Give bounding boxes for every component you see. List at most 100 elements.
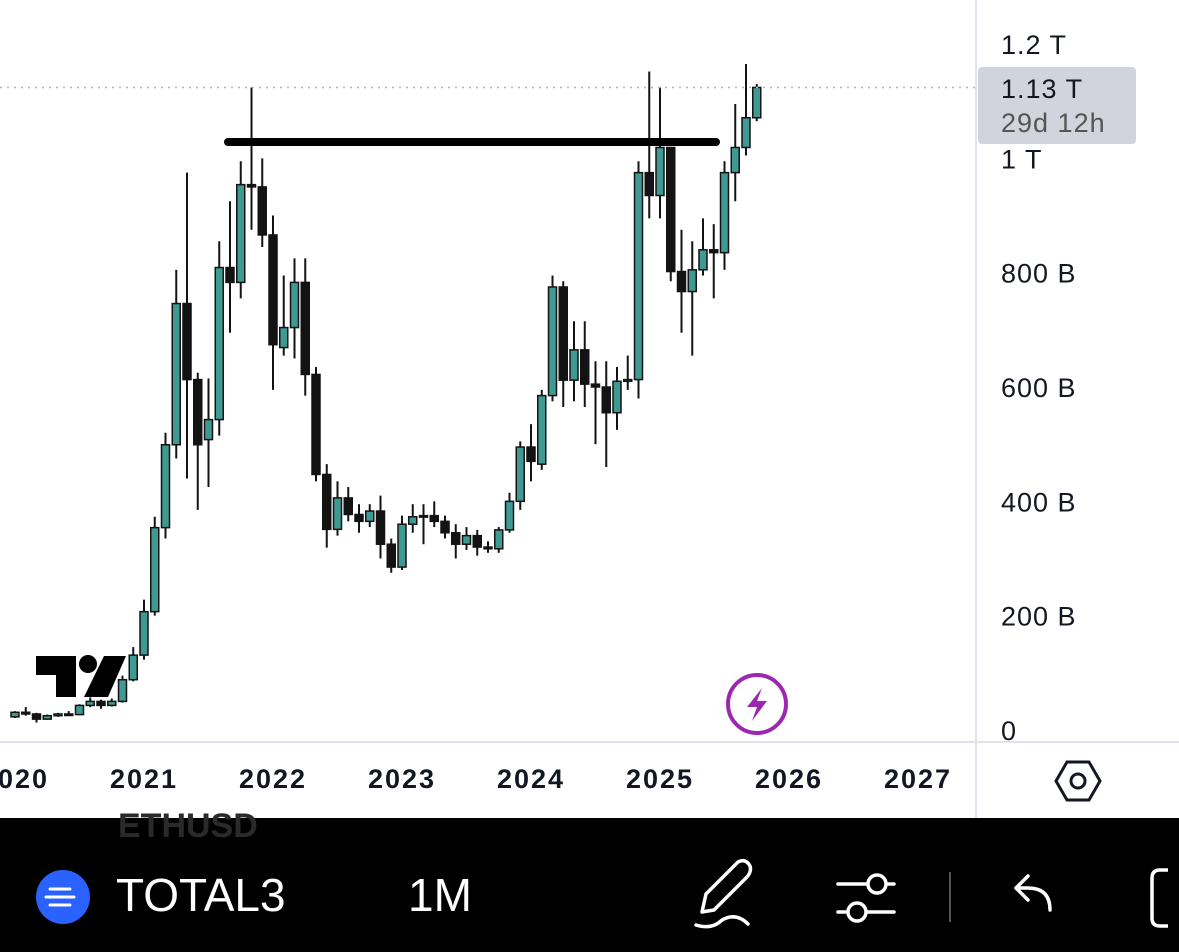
- candle-body: [633, 171, 644, 381]
- candle-body: [96, 700, 106, 707]
- y-tick-label: 200 B: [1001, 602, 1077, 632]
- x-tick-label: 2021: [110, 764, 178, 794]
- interval[interactable]: 1M: [408, 869, 472, 921]
- candle-body: [246, 183, 257, 188]
- y-tick-label: 600 B: [1001, 373, 1077, 403]
- candle-body: [21, 711, 31, 715]
- candle-body: [719, 171, 730, 254]
- candle-body: [569, 349, 579, 381]
- candle-body: [730, 146, 740, 174]
- candle-body: [214, 266, 224, 421]
- candle-body: [752, 86, 762, 119]
- candle-body: [429, 514, 439, 523]
- candle-body: [504, 500, 515, 531]
- x-tick-label: 2024: [497, 764, 565, 794]
- candle-body: [655, 146, 665, 197]
- candle-body: [687, 269, 697, 293]
- candle-body: [408, 516, 418, 525]
- candle-body: [85, 700, 95, 707]
- candle-body: [418, 514, 429, 518]
- y-tick-label: 0: [1001, 716, 1017, 746]
- candle-body: [494, 529, 504, 550]
- y-tick-label: 400 B: [1001, 487, 1077, 517]
- candle-body: [203, 418, 214, 441]
- candle-body: [698, 249, 708, 271]
- candle-body: [343, 497, 353, 516]
- candle-body: [386, 543, 396, 568]
- candle-body: [375, 510, 386, 545]
- candle-body: [483, 546, 493, 550]
- candle-body: [397, 523, 407, 568]
- tradingview-logo[interactable]: [36, 655, 126, 697]
- candle-body: [279, 326, 289, 349]
- candle-body: [741, 117, 751, 149]
- candle-body: [53, 713, 63, 717]
- fullscreen-icon[interactable]: [1150, 868, 1168, 928]
- candle-body: [171, 302, 181, 446]
- candle-body: [515, 446, 525, 503]
- candle-body: [311, 373, 321, 476]
- candle-body: [558, 286, 568, 381]
- indicators-icon[interactable]: [836, 873, 896, 923]
- candle-body: [117, 678, 128, 703]
- candle-body: [709, 249, 719, 254]
- candle-body: [322, 473, 332, 531]
- candle-body: [236, 183, 246, 284]
- candle-body: [590, 383, 601, 388]
- candle-body: [601, 386, 611, 414]
- y-tick-label: 1.2 T: [1001, 30, 1067, 60]
- candle-body: [537, 394, 547, 465]
- candle-body: [547, 286, 558, 397]
- undo-icon[interactable]: [1014, 874, 1052, 912]
- candle-body: [107, 700, 117, 707]
- candle-body: [31, 713, 42, 720]
- candle-body: [472, 534, 482, 548]
- symbol-icon[interactable]: [36, 870, 90, 924]
- candle-body: [623, 378, 633, 383]
- candle-body: [676, 270, 687, 293]
- draw-icon[interactable]: [694, 858, 753, 929]
- lightning-icon[interactable]: [726, 673, 788, 735]
- candle-body: [139, 610, 149, 656]
- x-tick-label: 2022: [239, 764, 307, 794]
- candle-body: [451, 532, 461, 545]
- candle-body: [128, 654, 138, 681]
- candle-body: [182, 302, 192, 381]
- candle-body: [64, 713, 74, 717]
- price-label: 1.13 T: [1001, 74, 1083, 104]
- candle-body: [300, 281, 310, 376]
- candle-body: [268, 234, 278, 346]
- settings-icon[interactable]: [1054, 760, 1102, 802]
- y-tick-label: 800 B: [1001, 259, 1077, 289]
- x-tick-label: 2027: [884, 764, 952, 794]
- toolbar: [0, 818, 1179, 952]
- candle-body: [526, 446, 536, 463]
- candle-body: [332, 497, 343, 531]
- candle-body: [365, 510, 375, 523]
- y-tick-label: 1 T: [1001, 144, 1043, 174]
- candle-body: [612, 380, 622, 414]
- candle-body: [257, 186, 267, 236]
- ghost-symbol: ETHUSD: [118, 807, 258, 845]
- candle-body: [666, 146, 676, 273]
- candle-body: [580, 349, 590, 385]
- candle-body: [289, 281, 300, 329]
- x-tick-label: 2023: [368, 764, 436, 794]
- candle-body: [150, 526, 160, 613]
- candle-body: [193, 378, 203, 446]
- symbol[interactable]: TOTAL3: [116, 869, 286, 921]
- candle-body: [10, 711, 20, 718]
- candle-body: [225, 266, 235, 284]
- candle-body: [42, 714, 52, 720]
- candle-body: [354, 513, 364, 523]
- candle-body: [461, 534, 472, 545]
- x-tick-label: 2026: [755, 764, 823, 794]
- price-label-box: [978, 67, 1136, 144]
- x-tick-label: 2025: [626, 764, 694, 794]
- plot-area: [0, 64, 975, 723]
- candle-body: [160, 443, 171, 529]
- countdown: 29d 12h: [1001, 108, 1106, 138]
